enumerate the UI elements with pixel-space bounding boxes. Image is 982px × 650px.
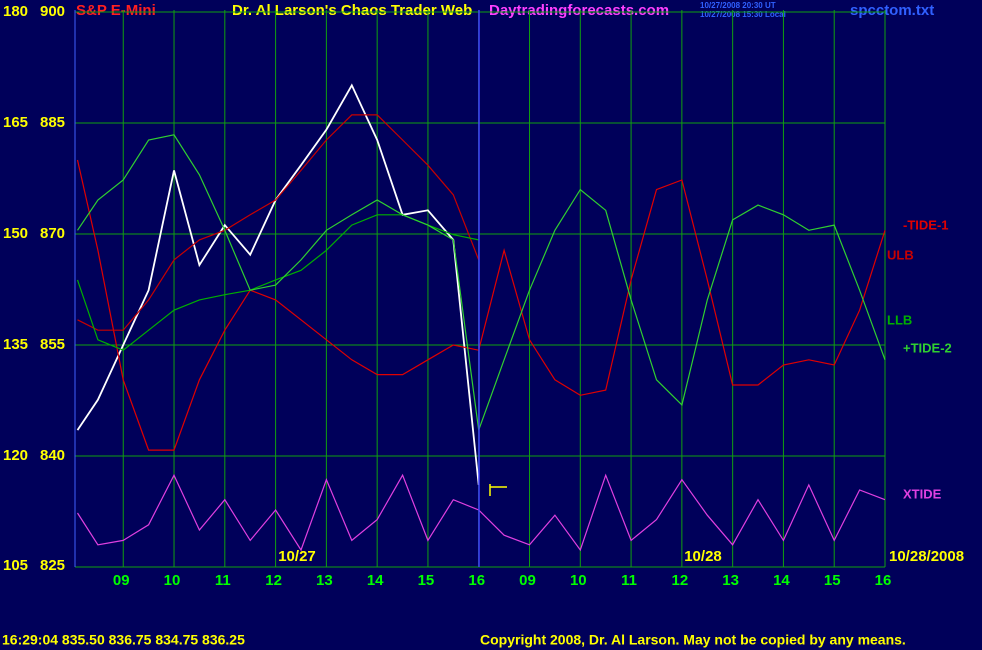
x-tick-label: 15 (418, 572, 435, 589)
x-tick-label: 13 (722, 572, 739, 589)
x-tick-label: 12 (265, 572, 282, 589)
x-tick-label: 16 (875, 572, 892, 589)
x-tick-label: 13 (316, 572, 333, 589)
date-label: 10/28/2008 (889, 548, 964, 565)
x-tick-label: 16 (468, 572, 485, 589)
site-name: Daytradingforecasts.com (489, 2, 669, 19)
y-tick-label: 900 (40, 3, 65, 20)
y2-tick-label: 135 (3, 336, 28, 353)
y2-tick-label: 180 (3, 3, 28, 20)
y-tick-label: 825 (40, 557, 65, 574)
cursor-marker (489, 484, 507, 496)
y2-tick-label: 105 (3, 557, 28, 574)
legend-label: +TIDE-2 (903, 340, 952, 355)
file-name: spcctom.txt (850, 2, 934, 19)
legend-label: ULB (887, 247, 914, 262)
date-label: 10/27 (278, 548, 316, 565)
y2-tick-label: 120 (3, 447, 28, 464)
x-tick-label: 09 (519, 572, 536, 589)
x-tick-label: 15 (824, 572, 841, 589)
x-tick-label: 09 (113, 572, 130, 589)
timestamp: 10/27/2008 20:30 UT (700, 1, 776, 10)
y-tick-label: 870 (40, 225, 65, 242)
x-tick-label: 11 (621, 572, 637, 589)
y-tick-label: 885 (40, 114, 65, 131)
copyright: Copyright 2008, Dr. Al Larson. May not b… (480, 632, 906, 648)
grid (75, 10, 886, 568)
x-tick-label: 12 (672, 572, 689, 589)
legend-label: XTIDE (903, 486, 942, 501)
x-tick-label: 10 (570, 572, 587, 589)
legend-label: -TIDE-1 (903, 217, 949, 232)
date-label: 10/28 (684, 548, 722, 565)
y-tick-label: 840 (40, 447, 65, 464)
y2-tick-label: 150 (3, 225, 28, 242)
x-tick-label: 14 (773, 572, 790, 589)
legend-label: LLB (887, 312, 912, 327)
y2-tick-label: 165 (3, 114, 28, 131)
chart-title: S&P E-Mini (76, 2, 156, 19)
x-tick-label: 11 (215, 572, 231, 589)
timestamp: 10/27/2008 15:30 Local (700, 10, 786, 19)
y-tick-label: 855 (40, 336, 65, 353)
quote: 16:29:04 835.50 836.75 834.75 836.25 (2, 632, 245, 648)
x-tick-label: 10 (164, 572, 181, 589)
x-tick-label: 14 (367, 572, 384, 589)
chart-subtitle: Dr. Al Larson's Chaos Trader Web (232, 2, 472, 19)
series-line (77, 114, 480, 331)
